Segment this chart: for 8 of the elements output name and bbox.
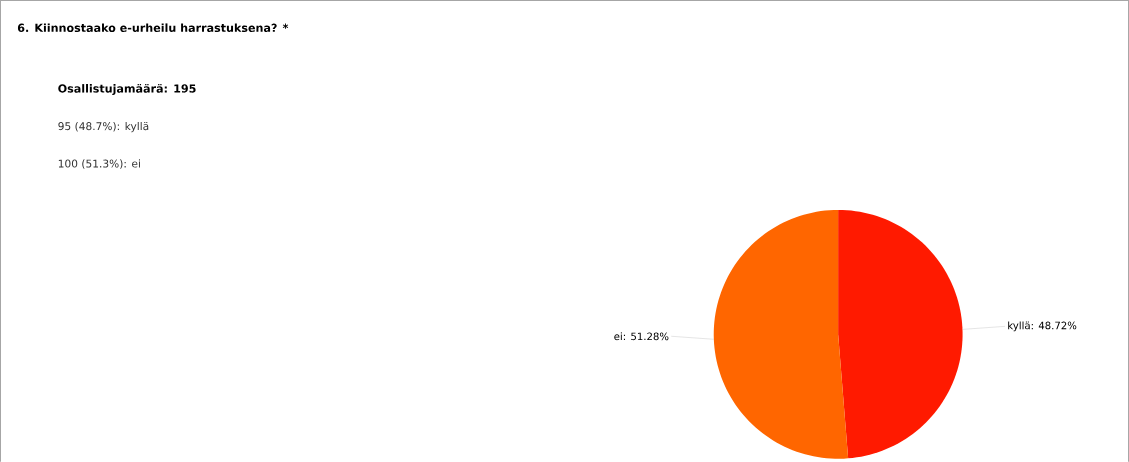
data-label: : 48.72% <box>1031 321 1077 330</box>
slice-label: kyllä <box>1008 321 1030 332</box>
text: 6. Kiinnostaako e-urheilu harrastuksena? * <box>17 23 289 32</box>
data-label: : 51.28% <box>623 332 669 341</box>
text: 100 (51.3%): ei <box>58 159 140 169</box>
text: 95 (48.7%): kyllä <box>58 121 149 133</box>
text: Osallistujamäärä: 195 <box>58 83 196 95</box>
slice-label: ei <box>614 332 622 341</box>
